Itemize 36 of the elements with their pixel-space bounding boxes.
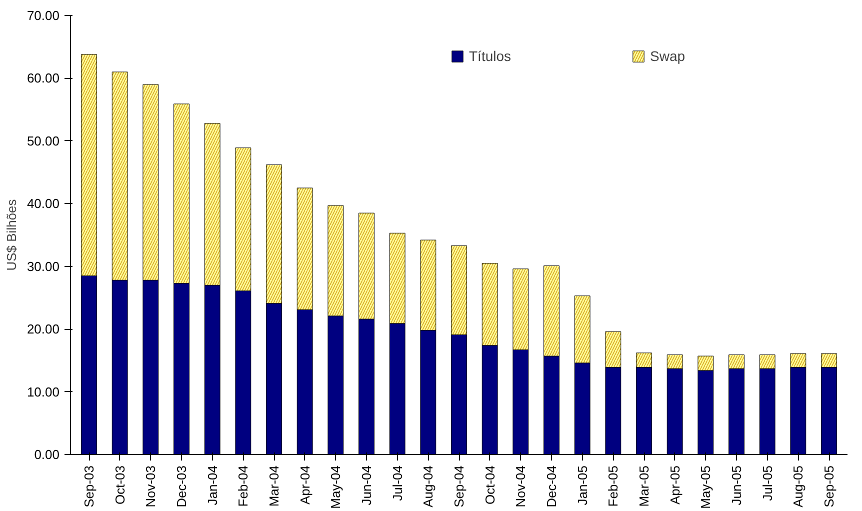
x-tick-label: Oct-03 — [112, 465, 128, 505]
x-tick-label: Dec-03 — [174, 465, 189, 508]
y-tick-label: 40.00 — [26, 196, 60, 212]
x-tick-label: Mar-04 — [266, 465, 282, 507]
x-tick-label: Jul-05 — [760, 465, 775, 501]
x-tick-label: Nov-03 — [143, 465, 158, 508]
y-tick-label: 70.00 — [26, 8, 60, 23]
y-tick-label: 50.00 — [26, 133, 60, 148]
x-tick-label: May-05 — [698, 465, 714, 509]
legend-label: Swap — [650, 48, 686, 64]
x-tick-label: Mar-05 — [636, 465, 652, 507]
x-tick-label: Jun-04 — [359, 466, 374, 506]
x-tick-label: Feb-05 — [606, 465, 621, 507]
x-tick-label: Aug-04 — [420, 466, 436, 508]
x-tick-label: Jul-04 — [390, 465, 405, 501]
y-tick-label: 0.00 — [34, 447, 60, 462]
x-tick-label: Apr-04 — [297, 465, 312, 505]
x-tick-label: Sep-04 — [452, 466, 466, 508]
y-tick-label: 20.00 — [26, 322, 60, 337]
x-tick-label: Oct-04 — [482, 465, 498, 505]
x-tick-label: Dec-04 — [544, 465, 559, 508]
x-tick-label: May-04 — [328, 465, 344, 509]
x-tick-label: Feb-04 — [236, 465, 251, 507]
x-tick-label: Apr-05 — [667, 465, 682, 505]
x-tick-label: Sep-05 — [822, 466, 836, 508]
legend-label: Títulos — [469, 48, 512, 64]
y-tick-label: 30.00 — [26, 258, 60, 274]
x-tick-label: Jun-05 — [729, 466, 744, 506]
x-tick-label: Jan-04 — [204, 466, 220, 506]
x-tick-label: Jan-05 — [574, 466, 590, 506]
y-axis-title: US$ Bilhões — [4, 198, 19, 271]
x-tick-label: Aug-05 — [790, 466, 806, 508]
x-tick-label: Sep-03 — [82, 466, 96, 508]
x-tick-label: Nov-04 — [513, 465, 528, 508]
y-tick-label: 60.00 — [26, 70, 60, 86]
y-tick-label: 10.00 — [26, 384, 60, 400]
